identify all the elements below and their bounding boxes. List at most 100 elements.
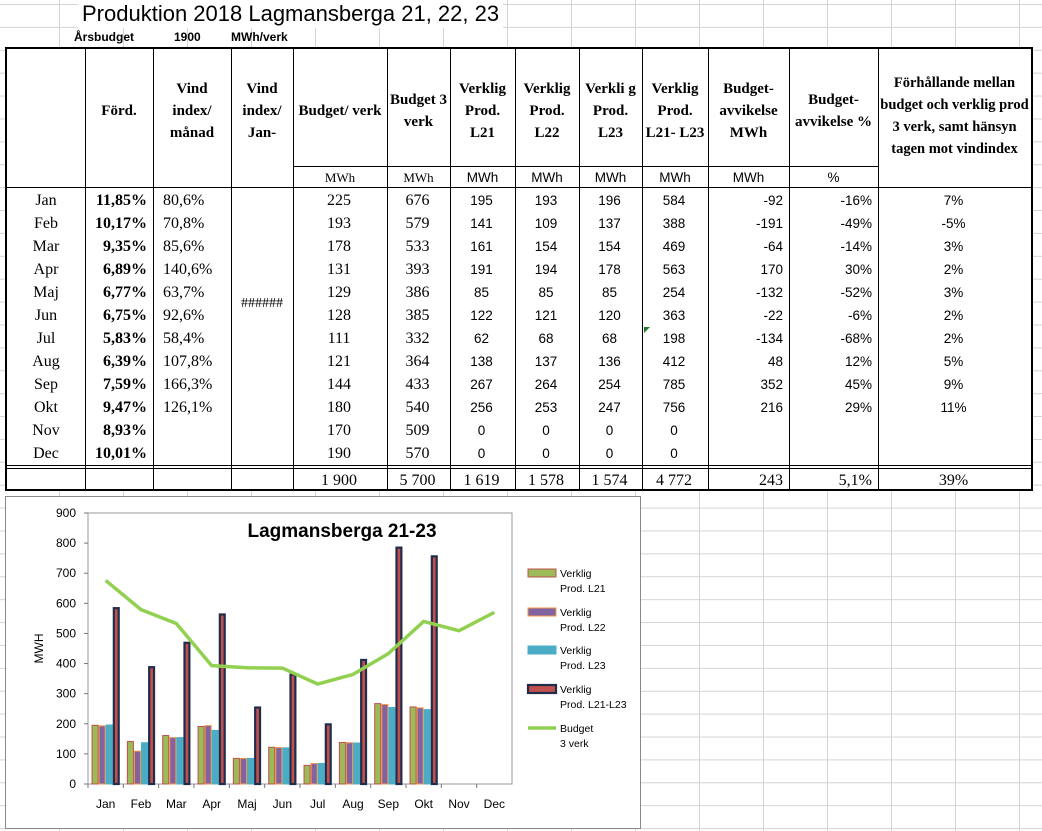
l21-value: 85 [473, 285, 490, 300]
bar [239, 757, 248, 785]
bar [360, 658, 368, 786]
unit-avv_mwh: MWh [732, 170, 765, 185]
bar [148, 666, 156, 786]
header-l21_23: Verklig Prod. L21- L23 [645, 80, 705, 141]
l22-value: 253 [534, 400, 558, 415]
l21-value: 195 [470, 193, 493, 208]
l21-value: 62 [473, 331, 490, 346]
deviation-mwh-value: 48 [767, 354, 783, 369]
bar [395, 546, 403, 786]
header-l22: Verklig Prod. L22 [523, 80, 571, 141]
y-tick-label: 500 [56, 626, 76, 640]
l23-value: 136 [598, 354, 621, 369]
total-avm: 243 [759, 472, 783, 489]
l23-value: 196 [598, 193, 621, 208]
unit-avv_pct: % [827, 170, 840, 185]
error-indicator-icon [644, 327, 650, 333]
ratio-value: 2% [943, 331, 964, 346]
x-tick-label: Aug [342, 797, 363, 811]
budget-per-unit-value: 178 [327, 238, 351, 255]
l23-value: 247 [598, 400, 621, 415]
bar [232, 757, 240, 785]
series-1 [98, 704, 424, 785]
ratio-value: -5% [941, 216, 966, 231]
ratio-value: 2% [943, 262, 964, 277]
deviation-pct-value: 30% [844, 262, 872, 277]
y-tick-label: 800 [56, 536, 76, 550]
budget-per-unit-value: 193 [327, 215, 351, 232]
bar [430, 555, 438, 786]
deviation-pct-value: -16% [840, 193, 872, 208]
ratio-value: 2% [943, 308, 964, 323]
month-label: Jun [34, 307, 58, 324]
y-tick-label: 700 [56, 566, 76, 580]
deviation-pct-value: -14% [840, 239, 872, 254]
budget-per-unit-value: 144 [327, 376, 351, 393]
l23-value: 154 [598, 239, 621, 254]
ratio-value [882, 419, 1025, 442]
annual-budget-unit: MWh/verk [231, 30, 288, 44]
l21-value: 0 [477, 446, 486, 461]
l22-value: 109 [534, 216, 558, 231]
ford-value: 10,17% [95, 215, 147, 232]
bar [275, 747, 283, 785]
deviation-pct-value: -68% [840, 331, 872, 346]
l22-value: 0 [542, 423, 550, 438]
budget-per-unit-value: 121 [327, 353, 351, 370]
total-tot: 4 772 [656, 472, 692, 489]
col-divider [85, 49, 86, 489]
bar [98, 725, 106, 785]
legend-label: Verklig [560, 645, 592, 657]
header-avv_pct: Budget- avvikelse % [794, 91, 873, 130]
wind-index-value: 166,3% [163, 376, 213, 393]
l21-l23-value: 388 [662, 216, 686, 231]
budget-3-units-value: 509 [405, 422, 430, 439]
ford-value: 6,89% [103, 261, 147, 278]
row-divider [7, 465, 1031, 466]
wind-index-value [163, 442, 231, 465]
l21-value: 138 [470, 354, 493, 369]
bar [126, 741, 134, 785]
deviation-pct-value [793, 442, 872, 465]
header-forhallande: Förhållande mellan budget och verklig pr… [880, 75, 1029, 157]
l21-value: 122 [470, 308, 493, 323]
legend-swatch [526, 683, 558, 695]
deviation-mwh-value: -22 [763, 308, 783, 323]
bar [133, 750, 142, 785]
bar [416, 707, 424, 785]
ford-value: 9,47% [103, 399, 147, 416]
l21-l23-value: 254 [662, 285, 686, 300]
bar [247, 757, 255, 785]
ford-value: 5,83% [103, 330, 147, 347]
deviation-mwh-value [712, 442, 783, 465]
legend-label: Budget [560, 723, 593, 735]
deviation-mwh-value [712, 419, 783, 442]
legend-label: Verklig [560, 568, 592, 580]
deviation-pct-value: -52% [840, 285, 872, 300]
bar [112, 607, 120, 786]
ratio-value: 3% [943, 285, 964, 300]
deviation-mwh-value: -64 [763, 239, 783, 254]
budget-3-units-value: 533 [405, 238, 430, 255]
deviation-mwh-value: -134 [755, 331, 783, 346]
deviation-pct-value: -6% [847, 308, 872, 323]
bar [338, 741, 346, 785]
bar [204, 725, 212, 785]
month-label: Feb [34, 215, 58, 232]
month-label: Dec [33, 445, 59, 462]
production-table: Förd. Vind index/ månad Vind index/ Jan- Bu… [5, 47, 1033, 491]
y-tick-label: 100 [56, 747, 76, 761]
l21-l23-value: 363 [662, 308, 686, 323]
l21-value: 161 [470, 239, 493, 254]
l21-value: 267 [470, 377, 493, 392]
l21-l23-value: 563 [662, 262, 686, 277]
l22-value: 0 [542, 446, 550, 461]
x-tick-label: Mar [166, 797, 187, 811]
l21-l23-value: 412 [662, 354, 686, 369]
l23-value: 137 [598, 216, 621, 231]
budget-3-units-value: 385 [405, 307, 430, 324]
bar [105, 724, 113, 785]
budget-per-unit-value: 170 [327, 422, 351, 439]
l21-l23-value: 0 [670, 423, 678, 438]
month-label: Jan [35, 192, 57, 209]
